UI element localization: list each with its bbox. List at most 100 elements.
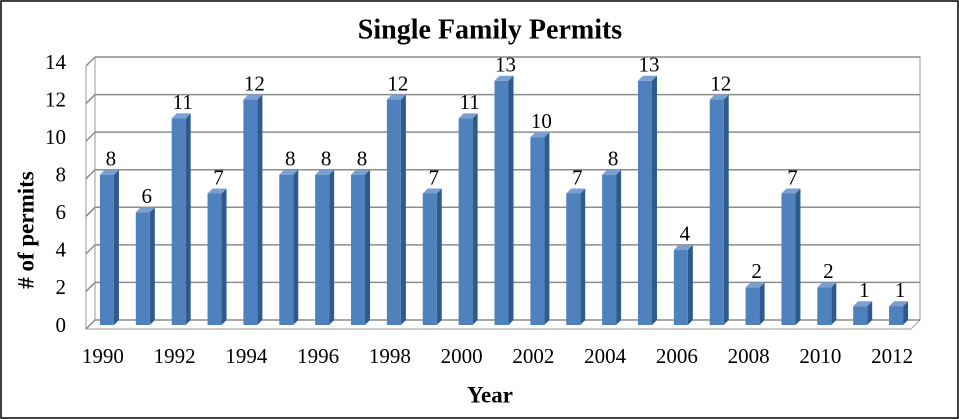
bar-top [781, 188, 801, 194]
data-label: 11 [460, 90, 480, 114]
bar [530, 137, 545, 325]
data-label: 2 [823, 259, 834, 283]
bar-side [831, 282, 837, 325]
x-tick-label: 2010 [799, 344, 841, 368]
bar [315, 174, 330, 325]
data-label: 6 [142, 184, 153, 208]
data-label: 7 [572, 165, 583, 189]
bar [171, 118, 186, 325]
bar-top [602, 169, 622, 175]
data-label: 7 [213, 165, 224, 189]
bar-top [673, 244, 693, 250]
bar-top [566, 188, 586, 194]
grid-line-depth [85, 169, 96, 180]
y-tick-label: 2 [56, 275, 67, 299]
data-label: 12 [244, 71, 265, 95]
y-tick-label: 10 [45, 125, 66, 149]
data-label: 8 [285, 147, 296, 171]
bar [889, 306, 904, 325]
bar-top [135, 207, 155, 213]
data-label: 1 [895, 278, 906, 302]
bar [422, 193, 437, 325]
bar-top [530, 132, 550, 138]
bar [99, 174, 114, 325]
bar-top [745, 282, 765, 288]
x-tick-label: 1998 [369, 344, 411, 368]
bar-side [472, 113, 478, 325]
data-label: 13 [495, 53, 516, 77]
y-tick-label: 0 [56, 313, 67, 337]
bar [709, 99, 724, 325]
x-tick-label: 1994 [225, 344, 268, 368]
y-tick-label: 4 [56, 238, 67, 262]
grid-line-depth [85, 281, 96, 292]
bar [243, 99, 258, 325]
data-label: 8 [357, 147, 368, 171]
bar [279, 174, 294, 325]
bar-side [400, 94, 406, 325]
bar-top [243, 94, 263, 100]
bar [745, 287, 760, 325]
bar-side [221, 188, 227, 325]
bar-top [458, 113, 478, 119]
data-label: 8 [608, 147, 619, 171]
x-tick-label: 2006 [656, 344, 698, 368]
bar [853, 306, 868, 325]
data-label: 8 [106, 147, 117, 171]
bar-side [436, 188, 442, 325]
grid-line-depth [85, 131, 96, 142]
bar-side [616, 169, 622, 325]
bar-top [709, 94, 729, 100]
chart-title: Single Family Permits [358, 14, 623, 45]
bar-top [351, 169, 371, 175]
bar-side [580, 188, 586, 325]
data-label: 12 [710, 71, 731, 95]
bar-side [113, 169, 119, 325]
data-label: 13 [638, 53, 659, 77]
grid-line-depth [85, 56, 96, 67]
y-tick-label: 14 [45, 50, 67, 74]
x-tick-label: 1990 [82, 344, 124, 368]
y-tick-label: 6 [56, 200, 67, 224]
x-tick-label: 2002 [512, 344, 554, 368]
bar-top [99, 169, 119, 175]
bar-top [637, 75, 657, 81]
data-label: 12 [387, 71, 408, 95]
data-label: 4 [680, 222, 691, 246]
bar [637, 80, 652, 326]
bar-side [185, 113, 191, 325]
bar [817, 287, 832, 325]
bar-side [651, 75, 657, 326]
bar [207, 193, 222, 325]
y-tick-label: 12 [45, 87, 66, 111]
bar-top [315, 169, 335, 175]
data-label: 11 [173, 90, 193, 114]
bar-side [544, 132, 550, 325]
bar-side [149, 207, 155, 325]
y-axis-label: # of permits [13, 171, 38, 289]
grid-line-depth [85, 206, 96, 217]
bar-top [171, 113, 191, 119]
bar [673, 249, 688, 325]
bar-side [903, 301, 909, 325]
bar-top [386, 94, 406, 100]
data-label: 1 [859, 278, 870, 302]
data-label: 2 [751, 259, 762, 283]
bar-side [293, 169, 299, 325]
x-tick-label: 1996 [297, 344, 339, 368]
grid-line-depth [85, 319, 96, 330]
bar-side [257, 94, 263, 325]
x-tick-label: 1992 [154, 344, 196, 368]
bar [494, 80, 509, 326]
bar-top [207, 188, 227, 194]
bar-top [853, 301, 873, 307]
x-tick-label: 2008 [728, 344, 770, 368]
bar-top [889, 301, 909, 307]
bar-top [279, 169, 299, 175]
bar [351, 174, 366, 325]
data-label: 7 [429, 165, 440, 189]
bar-top [817, 282, 837, 288]
bar-side [723, 94, 729, 325]
y-tick-label: 8 [56, 163, 67, 187]
